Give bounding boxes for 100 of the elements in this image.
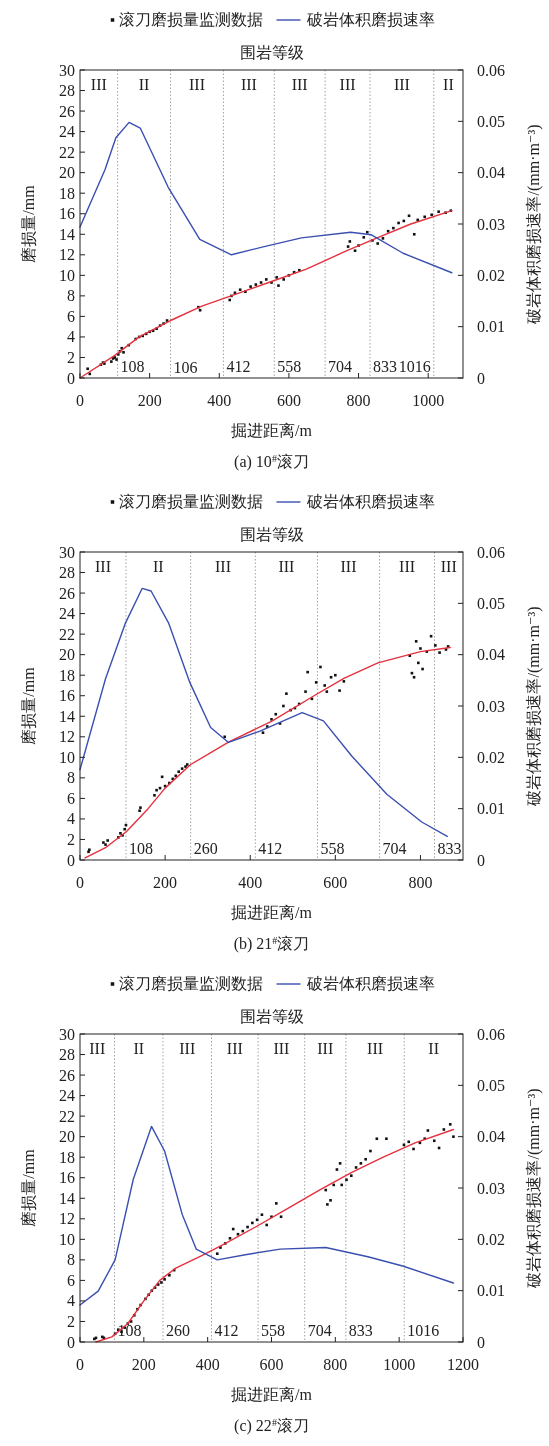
y2-axis-title: 破岩体积磨损速率/(mm·m⁻³) — [525, 606, 543, 807]
y-tick-label: 0 — [67, 1333, 75, 1351]
ref-line-label: 1016 — [407, 1322, 440, 1339]
y2-tick-label: 0.04 — [477, 164, 505, 182]
y-axis-title: 磨损量/mm — [20, 1148, 37, 1227]
ref-line-label: 1016 — [398, 358, 431, 375]
ref-line-label: 412 — [226, 358, 251, 375]
legend-label: 滚刀磨损量监测数据 — [118, 11, 263, 28]
y-tick-label: 28 — [59, 564, 75, 582]
y2-tick-label: 0.05 — [477, 112, 505, 130]
ref-line-label: 558 — [277, 358, 302, 375]
y-tick-label: 12 — [59, 728, 75, 746]
y2-tick-label: 0.01 — [477, 1282, 505, 1300]
y2-tick-label: 0.06 — [477, 61, 505, 79]
y2-tick-label: 0.04 — [477, 646, 505, 664]
annotation: III — [340, 558, 357, 575]
annotation: III — [440, 558, 457, 575]
x-tick-label: 600 — [259, 1356, 284, 1373]
annotation: III — [399, 558, 416, 575]
x-tick-label: 200 — [153, 874, 178, 891]
x-tick-label: 600 — [276, 392, 301, 409]
y-tick-label: 4 — [67, 328, 75, 346]
ref-line-label: 260 — [165, 1322, 190, 1339]
y2-tick-label: 0.02 — [477, 748, 505, 766]
annotation: III — [278, 558, 295, 575]
text: (c) 22$^{#}$滚刀 — [234, 1416, 309, 1435]
x-tick-label: 400 — [238, 874, 263, 891]
x-tick-label: 200 — [131, 1356, 156, 1373]
ref-line-label: 833 — [373, 358, 398, 375]
y2-tick-label: 0.03 — [477, 1179, 505, 1197]
y-tick-label: 30 — [59, 1025, 75, 1043]
ref-line-label: 108 — [117, 1322, 142, 1339]
x-tick-label: 1000 — [412, 392, 445, 409]
ref-line-label: 558 — [261, 1322, 286, 1339]
ref-line-label: 833 — [437, 840, 462, 857]
y-tick-label: 12 — [59, 1210, 75, 1228]
annotation: II — [152, 558, 164, 575]
y-tick-label: 16 — [59, 1169, 75, 1187]
y-tick-label: 0 — [67, 369, 75, 387]
legend-label: 滚刀磨损量监测数据 — [118, 493, 263, 510]
y-tick-label: 26 — [59, 102, 75, 120]
y-tick-label: 12 — [59, 246, 75, 264]
ref-line-label: 108 — [120, 358, 145, 375]
ref-line-label: 833 — [348, 1322, 373, 1339]
annotation: III — [94, 558, 111, 575]
y-tick-label: 8 — [67, 287, 75, 305]
y-tick-label: 24 — [59, 1087, 75, 1105]
y-tick-label: 20 — [59, 164, 75, 182]
x-tick-label: 1200 — [447, 1356, 479, 1373]
annotation: III — [339, 76, 356, 93]
y2-tick-label: 0.01 — [477, 318, 505, 336]
y2-tick-label: 0.03 — [477, 215, 505, 233]
x-tick-label: 800 — [408, 874, 433, 891]
y-tick-label: 30 — [59, 543, 75, 561]
y-tick-label: 26 — [59, 584, 75, 602]
legend-label: 破岩体积磨损速率 — [305, 11, 435, 28]
y-tick-label: 14 — [59, 707, 75, 725]
annotation: 106 — [173, 358, 198, 376]
y-tick-label: 28 — [59, 82, 75, 100]
y2-tick-label: 0.06 — [477, 543, 505, 561]
y2-tick-label: 0.02 — [477, 266, 505, 284]
chart-subtitle: 围岩等级 — [239, 526, 304, 543]
y2-tick-label: 0.05 — [477, 1076, 505, 1094]
y-tick-label: 14 — [59, 1189, 75, 1207]
y-tick-label: 4 — [67, 1292, 75, 1310]
text: (b) 21$^{#}$滚刀 — [233, 934, 310, 953]
y-tick-label: 14 — [59, 225, 75, 243]
annotation: III — [367, 1040, 384, 1057]
annotation: III — [291, 76, 308, 93]
y-tick-label: 6 — [67, 789, 75, 807]
y2-tick-label: 0.01 — [477, 800, 505, 818]
y-tick-label: 22 — [59, 1107, 75, 1125]
annotation: III — [317, 1040, 334, 1057]
x-tick-label: 200 — [137, 392, 162, 409]
annotation: III — [89, 1040, 106, 1057]
y-tick-label: 2 — [67, 348, 75, 366]
chart-subtitle: 围岩等级 — [239, 44, 304, 61]
ref-line-label: 412 — [214, 1322, 239, 1339]
y-tick-label: 4 — [67, 810, 75, 828]
ref-line-label: 108 — [128, 840, 153, 857]
y-tick-label: 18 — [59, 666, 75, 684]
y-tick-label: 8 — [67, 769, 75, 787]
ref-line-label: 558 — [320, 840, 345, 857]
y-tick-label: 24 — [59, 123, 75, 141]
ref-line-label: 704 — [328, 358, 353, 375]
ref-line-label: 704 — [382, 840, 407, 857]
y-tick-label: 8 — [67, 1251, 75, 1269]
y-axis-title: 磨损量/mm — [20, 666, 37, 745]
y-tick-label: 20 — [59, 646, 75, 664]
text: (a) 10$^{#}$滚刀 — [234, 452, 309, 471]
annotation: II — [138, 76, 150, 93]
annotation: III — [273, 1040, 290, 1057]
y2-tick-label: 0 — [477, 1333, 485, 1351]
x-tick-label: 800 — [323, 1356, 348, 1373]
annotation: III — [240, 76, 257, 93]
y-tick-label: 6 — [67, 1271, 75, 1289]
annotation: III — [214, 558, 231, 575]
y-tick-label: 10 — [59, 748, 75, 766]
y-tick-label: 6 — [67, 307, 75, 325]
annotation: III — [393, 76, 410, 93]
